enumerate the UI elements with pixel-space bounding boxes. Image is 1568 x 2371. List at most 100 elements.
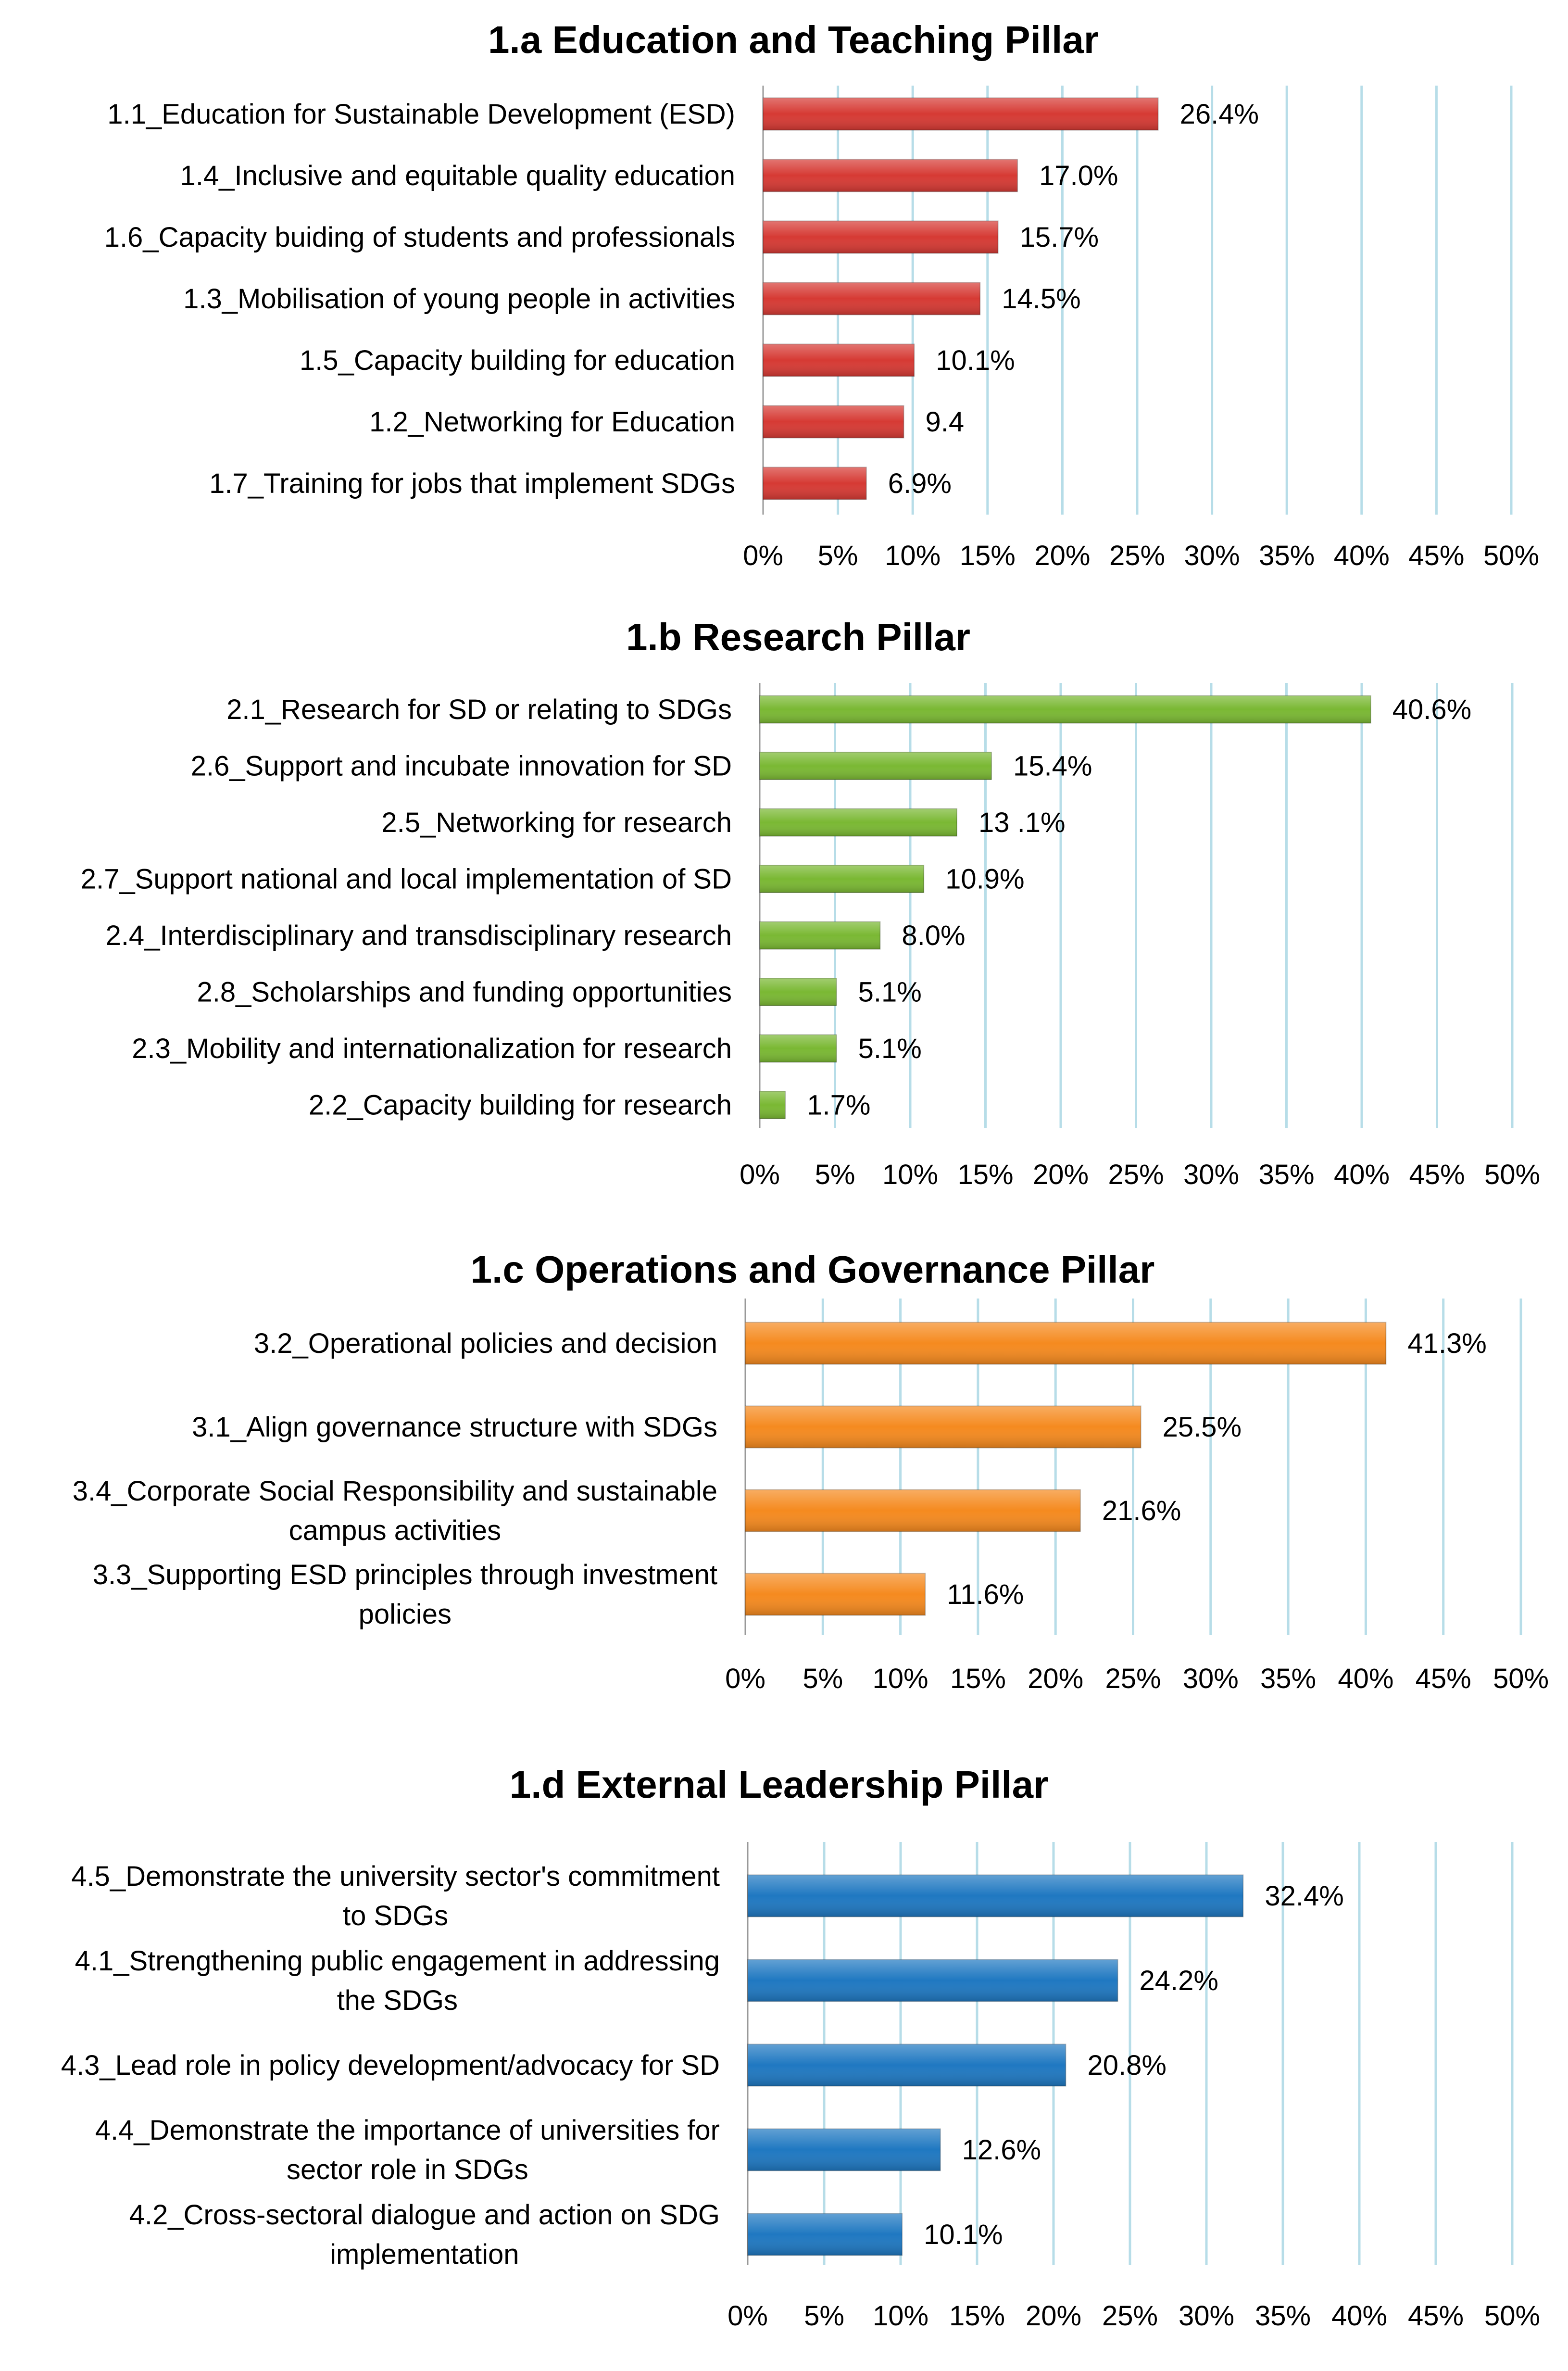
category-label: 4.3_Lead role in policy development/advo… — [61, 2050, 720, 2081]
x-tick-label: 15% — [950, 1663, 1006, 1694]
category-label-line: 4.3_Lead role in policy development/advo… — [61, 2050, 720, 2081]
category-label-line: 4.5_Demonstrate the university sector's … — [71, 1861, 720, 1892]
category-label: 2.3_Mobility and internationalization fo… — [132, 1033, 732, 1064]
category-label-line: policies — [359, 1599, 452, 1630]
bar-shading — [763, 221, 998, 253]
data-label: 13 .1% — [978, 807, 1066, 838]
x-tick-label: 20% — [1026, 2300, 1081, 2332]
x-tick-label: 15% — [957, 1159, 1013, 1190]
category-label: 3.2_Operational policies and decision — [254, 1328, 717, 1359]
category-label-line: 2.6_Support and incubate innovation for … — [191, 751, 732, 782]
x-tick-label: 45% — [1409, 1159, 1465, 1190]
bar-shading — [745, 1322, 1386, 1364]
x-tick-label: 0% — [740, 1159, 780, 1190]
x-tick-label: 0% — [725, 1663, 765, 1694]
chart-panel-c: 1.c Operations and Governance Pillar 41.3… — [73, 1248, 1549, 1694]
x-tick-label: 30% — [1183, 1663, 1239, 1694]
data-label: 10.1% — [924, 2219, 1003, 2250]
category-label-line: 2.7_Support national and local implement… — [81, 864, 732, 895]
bar-shading — [760, 695, 1371, 723]
category-label: 3.1_Align governance structure with SDGs — [192, 1412, 717, 1443]
category-label: 1.6_Capacity buiding of students and pro… — [104, 222, 735, 253]
category-label-line: 3.1_Align governance structure with SDGs — [192, 1412, 717, 1443]
category-label: 1.7_Training for jobs that implement SDG… — [209, 468, 735, 499]
category-label-line: 2.8_Scholarships and funding opportuniti… — [197, 977, 732, 1008]
bar-shading — [760, 921, 880, 949]
bar-shading — [748, 2213, 903, 2256]
category-label: 1.5_Capacity building for education — [300, 345, 735, 376]
x-tick-label: 10% — [873, 2300, 928, 2332]
category-label: 1.2_Networking for Education — [369, 406, 735, 438]
x-tick-label: 45% — [1408, 2300, 1464, 2332]
bar-shading — [760, 808, 957, 836]
x-tick-label: 5% — [818, 540, 858, 571]
data-label: 20.8% — [1087, 2050, 1166, 2081]
category-label-line: 1.3_Mobilisation of young people in acti… — [183, 283, 735, 315]
data-label: 15.7% — [1020, 222, 1099, 253]
x-tick-label: 50% — [1484, 2300, 1540, 2332]
category-label-line: 2.5_Networking for research — [381, 807, 732, 838]
bar-shading — [763, 159, 1018, 192]
category-label: 2.5_Networking for research — [381, 807, 732, 838]
category-label-line: to SDGs — [343, 1900, 448, 1931]
bar-shading — [763, 344, 915, 377]
x-tick-label: 10% — [885, 540, 941, 571]
x-tick-label: 40% — [1334, 540, 1390, 571]
category-label-line: 1.7_Training for jobs that implement SDG… — [209, 468, 735, 499]
data-label: 9.4 — [926, 406, 965, 438]
data-label: 25.5% — [1163, 1412, 1242, 1443]
x-tick-label: 0% — [743, 540, 783, 571]
x-tick-label: 45% — [1416, 1663, 1471, 1694]
category-label-line: 1.2_Networking for Education — [369, 406, 735, 438]
data-label: 24.2% — [1140, 1965, 1218, 1996]
x-tick-label: 30% — [1179, 2300, 1234, 2332]
bar-shading — [745, 1489, 1080, 1532]
data-label: 26.4% — [1180, 99, 1259, 130]
chart-panel-d: 1.d External Leadership Pillar 32.4% 4.5_D… — [61, 1763, 1540, 2332]
category-label-line: 3.2_Operational policies and decision — [254, 1328, 717, 1359]
x-tick-label: 30% — [1184, 540, 1240, 571]
category-label: 2.2_Capacity building for research — [309, 1090, 732, 1121]
chart-title: 1.a Education and Teaching Pillar — [488, 18, 1099, 61]
x-tick-label: 10% — [882, 1159, 938, 1190]
bar-shading — [763, 467, 866, 500]
bar-shading — [760, 865, 924, 893]
data-label: 14.5% — [1002, 283, 1080, 315]
category-label: 1.4_Inclusive and equitable quality educ… — [180, 160, 735, 191]
category-label: 4.4_Demonstrate the importance of univer… — [95, 2115, 720, 2185]
x-tick-label: 35% — [1255, 2300, 1311, 2332]
x-tick-label: 20% — [1034, 540, 1090, 571]
x-tick-label: 25% — [1109, 540, 1165, 571]
bar-shading — [748, 1875, 1243, 1917]
data-label: 17.0% — [1039, 160, 1118, 191]
x-tick-label: 15% — [949, 2300, 1005, 2332]
data-label: 1.7% — [807, 1090, 870, 1121]
x-tick-label: 35% — [1258, 1159, 1314, 1190]
category-label: 3.3_Supporting ESD principles through in… — [93, 1559, 717, 1630]
data-label: 15.4% — [1013, 751, 1092, 782]
x-tick-label: 40% — [1338, 1663, 1393, 1694]
category-label-line: 2.3_Mobility and internationalization fo… — [132, 1033, 732, 1064]
category-label-line: 2.2_Capacity building for research — [309, 1090, 732, 1121]
data-label: 41.3% — [1407, 1328, 1486, 1359]
category-label: 2.6_Support and incubate innovation for … — [191, 751, 732, 782]
category-label-line: 3.4_Corporate Social Responsibility and … — [73, 1476, 717, 1507]
x-tick-label: 50% — [1493, 1663, 1549, 1694]
x-tick-label: 35% — [1259, 540, 1315, 571]
category-label: 1.3_Mobilisation of young people in acti… — [183, 283, 735, 315]
bar-shading — [763, 282, 980, 315]
data-label: 5.1% — [858, 977, 922, 1008]
data-label: 8.0% — [902, 920, 965, 951]
x-tick-label: 45% — [1408, 540, 1464, 571]
data-label: 21.6% — [1102, 1495, 1181, 1526]
category-label-line: 4.1_Strengthening public engagement in a… — [75, 1945, 720, 1977]
x-tick-label: 20% — [1033, 1159, 1089, 1190]
chart-panel-b: 1.b Research Pillar 40.6% 2.1_Research for… — [81, 616, 1540, 1190]
x-tick-label: 5% — [804, 2300, 844, 2332]
data-label: 6.9% — [888, 468, 952, 499]
x-tick-label: 15% — [960, 540, 1016, 571]
category-label-line: 2.1_Research for SD or relating to SDGs — [226, 694, 732, 725]
category-label-line: 4.2_Cross-sectoral dialogue and action o… — [129, 2199, 720, 2231]
